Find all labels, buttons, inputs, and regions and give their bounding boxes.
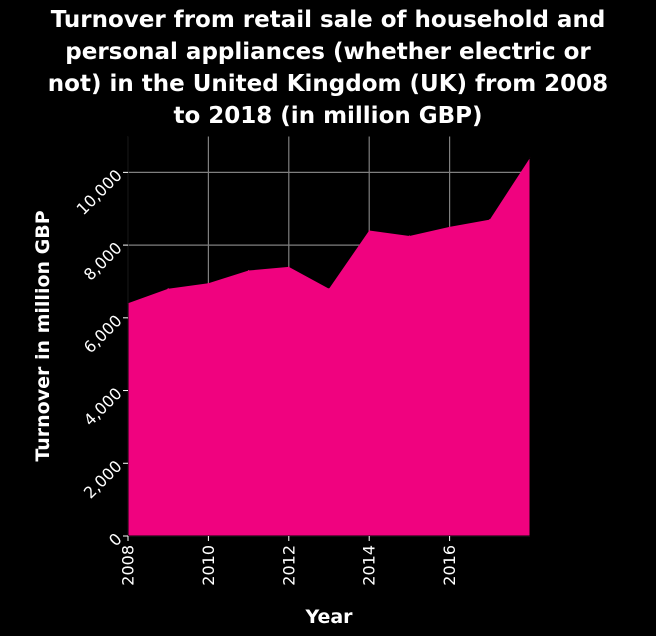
plot-frame	[127, 135, 531, 537]
y-tick-label: 10,000	[73, 166, 126, 219]
x-axis-label: Year	[304, 606, 353, 628]
data-point	[449, 226, 451, 228]
x-tick-label: 2008	[119, 545, 138, 586]
title-line-1: Turnover from retail sale of household a…	[51, 7, 606, 33]
x-tick-label: 2012	[279, 545, 298, 586]
x-tick-label: 2014	[360, 545, 379, 586]
data-point	[207, 282, 209, 284]
y-axis-label: Turnover in million GBP	[32, 210, 54, 461]
area-fill	[128, 157, 530, 536]
y-tick-label: 6,000	[80, 311, 126, 357]
data-point	[328, 288, 330, 290]
title-line-2: personal appliances (whether electric or	[65, 39, 591, 65]
x-axis-ticks: 2008 2010 2012 2014 2016	[119, 536, 459, 586]
title-line-3: not) in the United Kingdom (UK) from 200…	[48, 71, 608, 97]
x-tick-label: 2016	[440, 545, 459, 586]
data-point	[408, 235, 410, 237]
data-point	[288, 266, 290, 268]
x-tick-label: 2010	[199, 545, 218, 586]
area-series	[127, 157, 531, 536]
data-point	[489, 219, 491, 221]
chart-title: Turnover from retail sale of household a…	[48, 7, 608, 129]
y-tick-label: 8,000	[80, 238, 126, 284]
data-point	[248, 269, 250, 272]
data-point	[368, 229, 370, 232]
title-line-4: to 2018 (in million GBP)	[173, 103, 482, 129]
y-tick-label: 2,000	[80, 457, 126, 503]
data-point	[167, 288, 169, 290]
y-tick-label: 4,000	[80, 384, 126, 430]
